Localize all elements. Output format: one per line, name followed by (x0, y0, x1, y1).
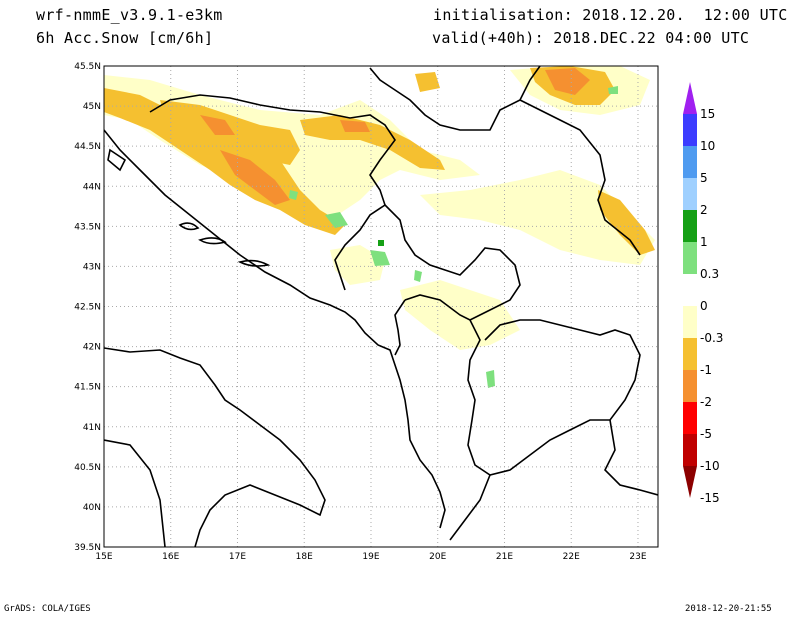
colorbar-label: 2 (700, 203, 708, 217)
map-frame (103, 65, 659, 548)
footer-left: GrADS: COLA/IGES (4, 604, 91, 614)
lon-tick-label: 18E (296, 552, 313, 562)
colorbar-bottom-arrow (683, 466, 697, 498)
colorbar-label: -15 (700, 491, 720, 505)
colorbar-label: -10 (700, 459, 720, 473)
lat-tick-label: 43.5N (74, 222, 101, 232)
coastlines-borders (104, 66, 658, 547)
lat-tick-label: 43N (83, 262, 101, 272)
lon-tick-labels: 15E 16E 17E 18E 19E 20E 21E 22E 23E (95, 552, 646, 562)
colorbar-segment (683, 434, 697, 466)
lon-tick-label: 15E (95, 552, 112, 562)
colorbar-label: -5 (700, 427, 712, 441)
lon-tick-label: 21E (496, 552, 513, 562)
colorbar-label: 0 (700, 299, 708, 313)
colorbar-segment (683, 306, 697, 338)
colorbar-segment (683, 178, 697, 210)
colorbar: 15 10 5 2 1 0.3 0 -0.3 -1 -2 -5 -10 -15 (683, 82, 723, 505)
colorbar-segment (683, 242, 697, 274)
lon-tick-label: 16E (162, 552, 179, 562)
lon-tick-label: 22E (563, 552, 580, 562)
colorbar-label: 15 (700, 107, 715, 121)
init-time: initialisation: 2018.12.20. 12:00 UTC (433, 6, 788, 24)
model-title: wrf-nmmE_v3.9.1-e3km (36, 6, 223, 24)
colorbar-label: -2 (700, 395, 712, 409)
lat-tick-label: 44.5N (74, 142, 101, 152)
lat-tick-label: 40N (83, 503, 101, 513)
colorbar-segment (683, 274, 697, 306)
lat-tick-label: 42N (83, 343, 101, 353)
colorbar-segment (683, 114, 697, 146)
lon-tick-label: 20E (429, 552, 446, 562)
colorbar-segment (683, 338, 697, 370)
lat-tick-labels: 45.5N 45N 44.5N 44N 43.5N 43N 42.5N 42N 41.5N 41N… (74, 62, 101, 553)
colorbar-label: 1 (700, 235, 708, 249)
colorbar-segment (683, 146, 697, 178)
colorbar-segment (683, 210, 697, 242)
colorbar-top-arrow (683, 82, 697, 114)
lat-tick-label: 41N (83, 423, 101, 433)
colorbar-label: -1 (700, 363, 712, 377)
lat-tick-label: 41.5N (74, 383, 101, 393)
colorbar-label: -0.3 (700, 331, 723, 345)
lat-tick-label: 42.5N (74, 303, 101, 313)
footer-right: 2018-12-20-21:55 (685, 604, 772, 614)
field-title: 6h Acc.Snow [cm/6h] (36, 29, 214, 47)
lon-tick-label: 19E (362, 552, 379, 562)
snow-field (104, 66, 655, 388)
valid-time: valid(+40h): 2018.DEC.22 04:00 UTC (432, 29, 750, 47)
lat-tick-label: 45.5N (74, 62, 101, 72)
colorbar-segment (683, 370, 697, 402)
lat-tick-label: 45N (83, 102, 101, 112)
colorbar-label: 10 (700, 139, 715, 153)
colorbar-label: 5 (700, 171, 708, 185)
lat-tick-label: 40.5N (74, 463, 101, 473)
lon-tick-label: 23E (629, 552, 646, 562)
colorbar-label: 0.3 (700, 267, 719, 281)
colorbar-segment (683, 402, 697, 434)
lat-tick-label: 39.5N (74, 543, 101, 553)
lon-tick-label: 17E (229, 552, 246, 562)
lat-tick-label: 44N (83, 182, 101, 192)
